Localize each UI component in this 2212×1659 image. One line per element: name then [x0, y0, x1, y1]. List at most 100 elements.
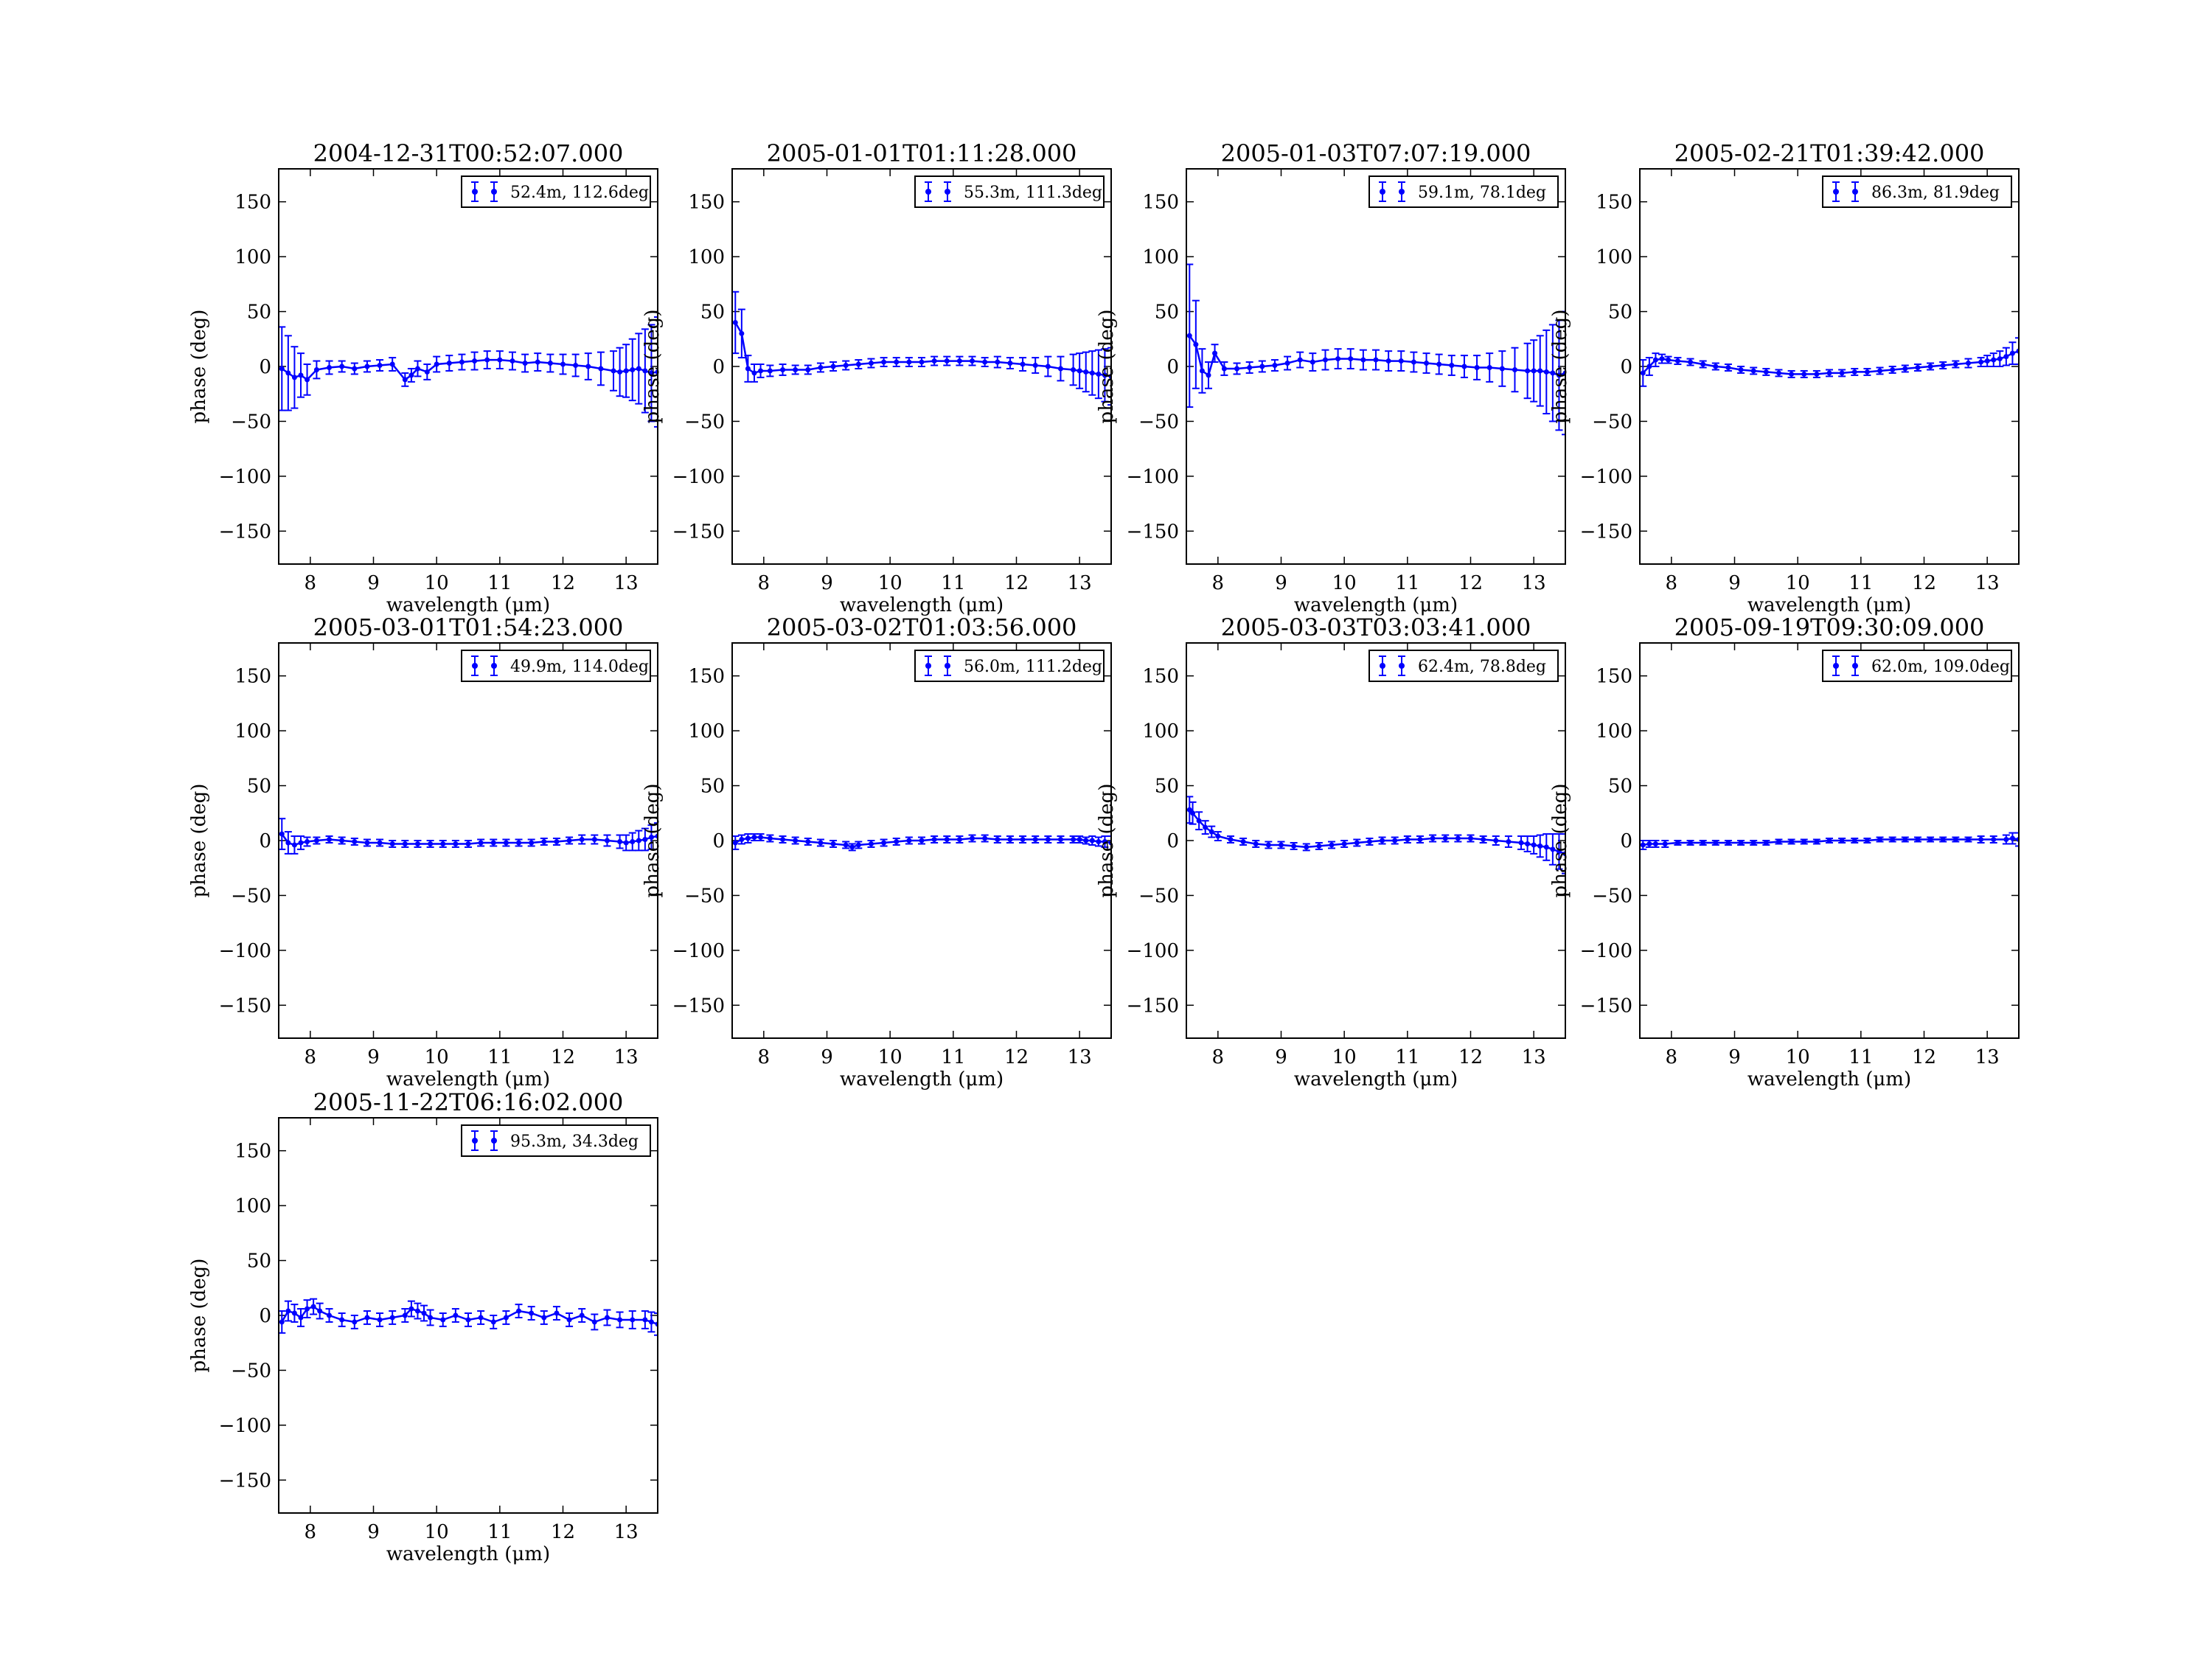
y-tick-label: 50	[1155, 302, 1179, 324]
axes-frame	[731, 642, 1112, 1039]
x-tick-label: 10	[425, 1046, 449, 1068]
data-point	[1877, 837, 1883, 843]
data-point	[1713, 364, 1719, 369]
data-point	[1265, 842, 1271, 848]
data-point	[982, 835, 988, 841]
y-tick-label: 100	[1142, 720, 1179, 742]
data-point	[1550, 846, 1556, 852]
data-point	[1442, 835, 1448, 841]
data-point	[529, 1310, 535, 1316]
data-point	[1659, 356, 1665, 362]
data-point	[541, 838, 547, 844]
data-point	[944, 358, 950, 364]
y-tick-label: −150	[1580, 995, 1632, 1017]
y-tick-label: −150	[1580, 521, 1632, 543]
data-point	[310, 1304, 316, 1310]
data-point	[440, 841, 446, 846]
data-point	[279, 366, 285, 372]
data-point	[1763, 369, 1769, 375]
data-point	[1253, 841, 1259, 846]
plot-title: 2005-03-03T03:03:41.000	[1221, 613, 1531, 641]
data-point	[1007, 361, 1013, 366]
data-point	[1525, 841, 1531, 846]
data-point	[805, 366, 811, 372]
data-point	[598, 366, 604, 372]
x-tick-label: 12	[551, 1521, 575, 1543]
data-point	[339, 1317, 345, 1323]
legend: 55.3m, 111.3deg	[914, 175, 1105, 208]
y-tick-label: 100	[1142, 246, 1179, 268]
x-tick-label: 9	[1275, 1046, 1287, 1068]
data-point	[1190, 810, 1196, 816]
data-point	[995, 359, 1001, 365]
data-point	[389, 841, 395, 846]
legend-label: 62.4m, 78.8deg	[1418, 658, 1546, 676]
plot-title: 2005-09-19T09:30:09.000	[1674, 613, 1985, 641]
data-point	[1196, 818, 1202, 824]
data-point	[465, 1317, 471, 1323]
y-tick-label: 0	[259, 830, 271, 852]
legend-label: 49.9m, 114.0deg	[510, 658, 649, 676]
legend-label: 59.1m, 78.1deg	[1418, 184, 1546, 202]
data-point	[408, 372, 414, 378]
y-tick-label: 50	[247, 302, 271, 324]
data-point	[1789, 371, 1795, 377]
data-point	[906, 359, 912, 365]
legend-marker	[1833, 663, 1839, 669]
data-point	[745, 835, 751, 841]
data-point	[1203, 824, 1208, 830]
data-point	[636, 366, 641, 372]
data-point	[1310, 359, 1315, 365]
data-point	[751, 370, 757, 376]
data-point	[1449, 363, 1455, 369]
data-point	[1688, 840, 1694, 846]
data-point	[2009, 835, 2015, 841]
axes-frame	[1186, 168, 1566, 565]
data-point	[805, 838, 811, 844]
data-point	[1877, 368, 1883, 374]
data-point	[1228, 837, 1234, 843]
data-point	[758, 368, 764, 374]
data-point	[1750, 840, 1756, 846]
data-point	[843, 363, 849, 369]
data-point	[1102, 838, 1107, 844]
data-point	[1864, 838, 1870, 844]
data-point	[1341, 841, 1347, 846]
y-tick-label: −150	[219, 521, 271, 543]
y-tick-label: 150	[234, 192, 271, 214]
data-point	[453, 841, 459, 846]
data-point	[579, 1312, 585, 1318]
data-point	[364, 1315, 370, 1321]
data-point	[554, 1310, 560, 1316]
data-point	[648, 1319, 654, 1325]
x-axis-label: wavelength (μm)	[840, 594, 1004, 616]
data-point	[1674, 358, 1680, 364]
data-point	[931, 837, 937, 843]
data-point	[630, 838, 636, 844]
data-point	[732, 840, 738, 846]
x-tick-label: 13	[1522, 1046, 1546, 1068]
x-tick-label: 10	[878, 572, 902, 594]
data-point	[919, 359, 925, 365]
x-tick-label: 12	[551, 572, 575, 594]
legend-label: 62.0m, 109.0deg	[1871, 658, 2010, 676]
data-point	[970, 835, 975, 841]
y-tick-label: 50	[1608, 776, 1632, 798]
y-tick-label: 50	[247, 1251, 271, 1273]
subplot-9: 2005-11-22T06:16:02.000 −150 −100 −50 0 50 100…	[188, 1088, 658, 1565]
data-point	[1512, 366, 1517, 372]
data-point	[1020, 361, 1026, 367]
data-point	[402, 1312, 408, 1318]
legend-marker	[491, 189, 497, 195]
legend-marker	[491, 663, 497, 669]
x-tick-label: 10	[425, 1521, 449, 1543]
data-point	[364, 364, 370, 369]
legend-label: 52.4m, 112.6deg	[510, 184, 649, 202]
x-tick-label: 11	[487, 1521, 512, 1543]
x-tick-label: 13	[614, 1521, 639, 1543]
data-point	[931, 358, 937, 364]
data-point	[421, 1310, 427, 1316]
data-point	[1077, 368, 1082, 374]
data-point	[830, 841, 836, 846]
